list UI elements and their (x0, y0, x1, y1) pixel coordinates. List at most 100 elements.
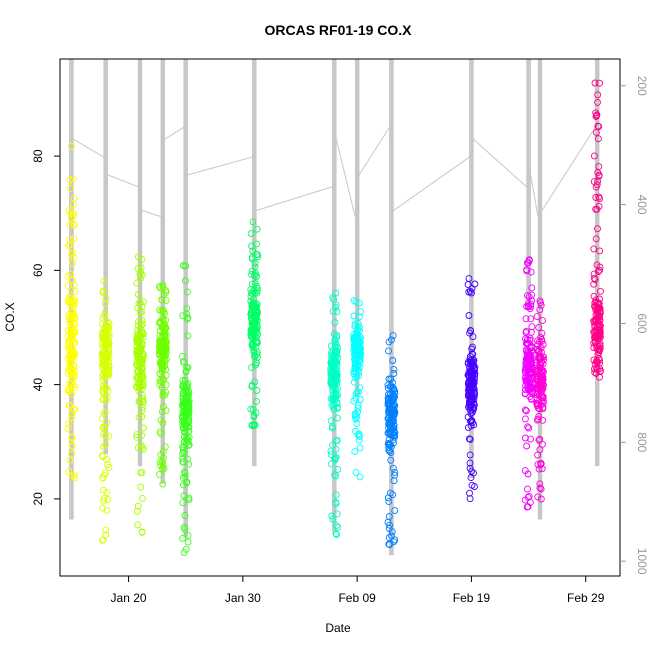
data-point (523, 267, 531, 275)
data-point (158, 296, 166, 304)
data-point (183, 434, 191, 442)
data-point (521, 415, 529, 423)
data-point (467, 357, 475, 365)
data-point (533, 399, 541, 407)
data-point (183, 478, 191, 486)
data-point (182, 398, 190, 406)
data-point (539, 317, 546, 325)
data-point (350, 297, 358, 305)
data-point (594, 318, 602, 326)
data-point (104, 354, 112, 362)
data-point (155, 282, 163, 290)
data-point (250, 330, 258, 338)
data-point (102, 526, 110, 534)
data-point (534, 372, 542, 380)
data-point (69, 249, 77, 257)
data-point (537, 495, 545, 503)
data-point (331, 381, 339, 389)
data-point (332, 437, 340, 445)
data-point (330, 348, 338, 355)
data-point (158, 365, 166, 373)
data-point (182, 367, 190, 375)
data-point (534, 380, 542, 388)
x-tick-label: Feb 29 (567, 591, 605, 605)
data-point (66, 220, 74, 228)
data-point (332, 393, 340, 401)
data-point (70, 194, 78, 202)
data-point (351, 410, 359, 418)
data-point (591, 299, 599, 307)
data-point (332, 472, 340, 480)
data-point (466, 489, 473, 497)
data-point (536, 306, 544, 314)
data-point (182, 407, 190, 415)
data-point (68, 433, 76, 441)
data-point (253, 303, 260, 311)
flight-connector (358, 127, 390, 176)
data-point (159, 462, 167, 469)
data-point (385, 441, 393, 448)
data-point (68, 413, 76, 421)
y2-axis: 200 400 600 800 1000 (620, 76, 649, 575)
data-point (161, 357, 169, 365)
data-point (100, 351, 108, 358)
data-point (103, 488, 111, 496)
data-point (253, 359, 260, 367)
data-point (387, 456, 395, 464)
data-point (334, 391, 342, 399)
data-point (138, 255, 146, 263)
data-point (136, 299, 144, 307)
data-point (535, 397, 543, 405)
data-point (594, 178, 602, 185)
data-point (592, 194, 600, 201)
data-point (70, 300, 78, 308)
data-point (387, 413, 395, 421)
data-point (135, 387, 143, 395)
data-point (104, 325, 112, 333)
data-point (466, 464, 474, 472)
data-point (185, 494, 193, 502)
data-point (594, 169, 602, 177)
data-point (535, 436, 543, 444)
data-point (66, 316, 74, 324)
data-point (331, 339, 339, 347)
data-point (138, 413, 146, 421)
data-point (252, 269, 260, 277)
data-point (467, 474, 475, 482)
data-point (181, 525, 189, 533)
data-point (134, 502, 142, 510)
data-point (467, 388, 475, 396)
data-point (67, 390, 75, 398)
data-point (592, 128, 600, 136)
data-point (99, 504, 107, 512)
data-point (103, 506, 111, 514)
data-point (99, 423, 107, 431)
data-point (356, 384, 364, 392)
data-point (161, 340, 168, 348)
data-point (70, 221, 78, 229)
data-point (596, 195, 604, 202)
data-point (350, 312, 358, 320)
data-point (253, 387, 261, 394)
data-point (329, 424, 336, 432)
data-point (159, 480, 167, 488)
data-point (334, 404, 341, 412)
data-point (524, 382, 532, 390)
data-point (66, 176, 74, 184)
data-point (470, 396, 478, 404)
data-point (71, 296, 79, 304)
data-point (471, 363, 479, 371)
data-point (71, 474, 79, 482)
data-point (356, 363, 364, 371)
data-point (134, 337, 141, 345)
data-point (139, 424, 147, 432)
data-point (355, 436, 363, 444)
data-point (354, 339, 362, 347)
data-point (100, 497, 107, 505)
data-point (161, 443, 169, 451)
data-point (101, 432, 109, 439)
data-point (159, 376, 167, 384)
data-point (103, 456, 111, 464)
data-point (67, 184, 74, 192)
data-point (137, 469, 145, 477)
